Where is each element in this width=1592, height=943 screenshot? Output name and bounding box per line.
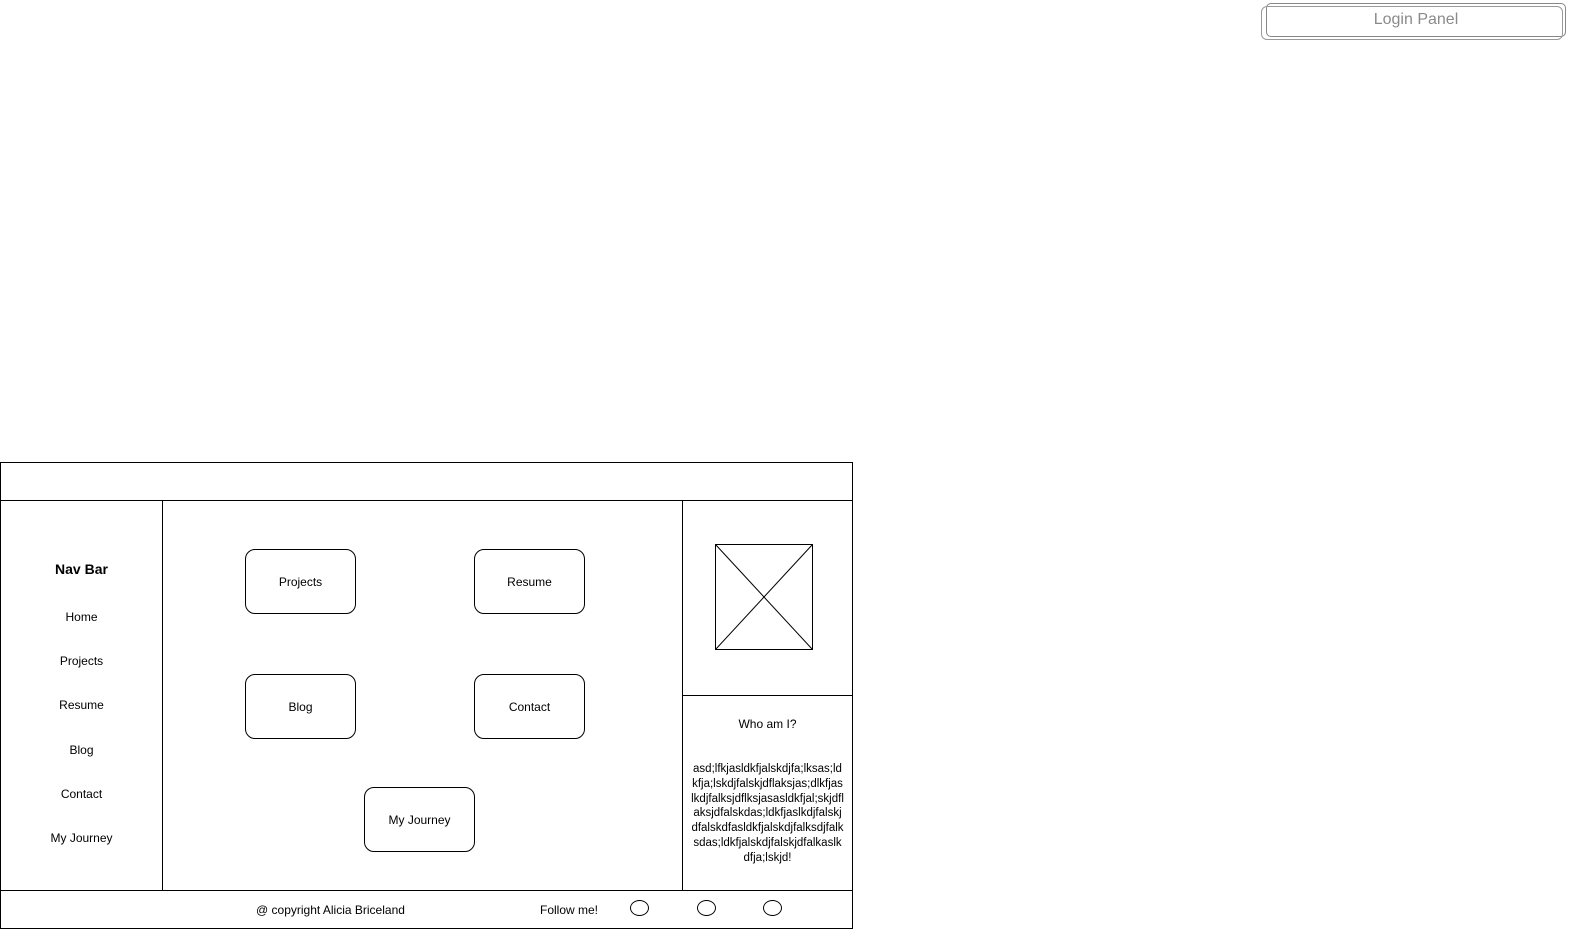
login-panel-label: Login Panel [1373,11,1459,28]
nav-bar-title: Nav Bar [55,561,108,577]
resume-button-label: Resume [507,574,552,589]
contact-button[interactable]: Contact [474,674,585,739]
follow-me-label: Follow me! [540,903,599,917]
contact-button-label: Contact [508,699,551,714]
nav-link-my-journey[interactable]: My Journey [50,831,113,845]
nav-link-contact[interactable]: Contact [60,787,103,801]
my-journey-button-label: My Journey [388,812,451,827]
my-journey-button[interactable]: My Journey [364,787,475,852]
footer-bar: @ copyright Alicia Briceland Follow me! [0,890,853,929]
main-content: Projects Resume Blog Contact My Journey [162,500,683,891]
resume-button[interactable]: Resume [474,549,585,614]
header-bar [0,462,853,501]
nav-link-projects[interactable]: Projects [59,654,104,668]
social-link-3-icon[interactable] [763,900,782,916]
about-title: Who am I? [738,717,797,731]
blog-button-label: Blog [288,699,313,714]
copyright-text: @ copyright Alicia Briceland [256,903,405,917]
profile-photo-panel [682,500,853,696]
projects-button-label: Projects [278,574,323,589]
login-panel-button[interactable]: Login Panel [1261,3,1566,40]
social-link-1-icon[interactable] [630,900,649,916]
nav-link-home[interactable]: Home [65,610,98,624]
nav-link-blog[interactable]: Blog [69,743,94,757]
nav-link-resume[interactable]: Resume [59,698,104,712]
image-placeholder-icon [715,544,813,650]
blog-button[interactable]: Blog [245,674,356,739]
about-panel: Who am I? asd;lfkjasldkfjalskdjfa;lksas;… [682,695,853,891]
projects-button[interactable]: Projects [245,549,356,614]
about-text: asd;lfkjasldkfjalskdjfa;lksas;ldkfja;lsk… [691,763,844,864]
social-link-2-icon[interactable] [697,900,716,916]
nav-bar: Nav Bar Home Projects Resume Blog Contac… [0,500,163,891]
